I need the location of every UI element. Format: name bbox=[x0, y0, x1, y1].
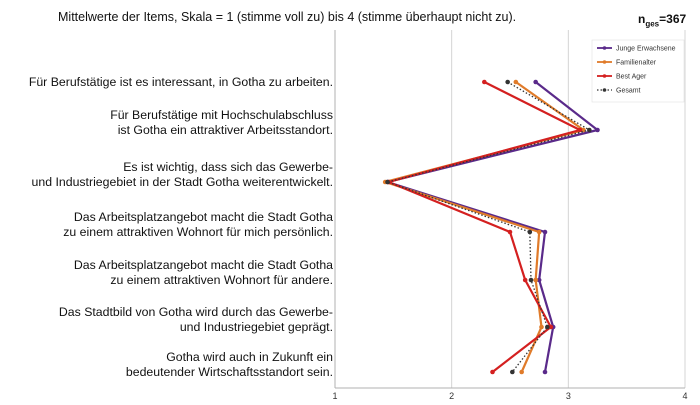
item-label: bedeutender Wirtschaftsstandort sein. bbox=[126, 365, 333, 379]
data-point bbox=[539, 324, 544, 330]
legend-label: Familienalter bbox=[616, 60, 657, 67]
legend-marker bbox=[602, 74, 607, 78]
data-point bbox=[507, 229, 513, 235]
data-point bbox=[490, 369, 495, 375]
item-label: Für Berufstätige ist es interessant, in … bbox=[29, 75, 333, 89]
data-point bbox=[577, 127, 583, 133]
data-point bbox=[536, 229, 542, 235]
data-point bbox=[548, 324, 554, 330]
legend-box bbox=[591, 39, 685, 103]
data-point bbox=[522, 277, 528, 283]
x-tick-label: 4 bbox=[682, 391, 687, 401]
x-tick-label: 1 bbox=[332, 391, 337, 401]
data-point bbox=[385, 179, 390, 185]
data-point bbox=[505, 79, 510, 85]
item-label: zu einem attraktiven Wohnort für mich pe… bbox=[63, 225, 333, 239]
item-label: Für Berufstätige mit Hochschulabschluss bbox=[110, 108, 333, 122]
item-label: Gotha wird auch in Zukunft ein bbox=[166, 350, 333, 364]
data-point bbox=[595, 127, 600, 133]
data-point bbox=[542, 369, 548, 375]
chart-title: Mittelwerte der Items, Skala = 1 (stimme… bbox=[58, 10, 517, 24]
sample-size: nges=367 bbox=[638, 12, 687, 29]
x-tick-label: 3 bbox=[566, 391, 571, 401]
item-label: und Industriegebiet geprägt. bbox=[180, 320, 333, 334]
legend-label: Junge Erwachsene bbox=[616, 46, 676, 53]
data-point bbox=[536, 277, 542, 283]
data-point bbox=[519, 369, 524, 375]
data-point bbox=[545, 324, 550, 330]
x-tick-label: 2 bbox=[449, 391, 454, 401]
item-label: zu einem attraktiven Wohnort für andere. bbox=[110, 273, 333, 287]
item-labels: Für Berufstätige ist es interessant, in … bbox=[29, 75, 333, 379]
data-point bbox=[510, 369, 515, 375]
data-point bbox=[527, 229, 533, 235]
data-point bbox=[587, 127, 592, 133]
item-label: Das Arbeitsplatzangebot macht die Stadt … bbox=[74, 210, 333, 224]
series-line bbox=[386, 81, 599, 373]
series-lines bbox=[382, 79, 600, 375]
item-label: Das Stadtbild von Gotha wird durch das G… bbox=[59, 305, 333, 319]
item-label: Das Arbeitsplatzangebot macht die Stadt … bbox=[74, 258, 333, 272]
item-label: und Industriegebiet in der Stadt Gotha w… bbox=[32, 175, 333, 189]
legend-marker bbox=[602, 88, 607, 92]
data-point bbox=[533, 79, 538, 85]
series-line bbox=[386, 81, 590, 373]
data-point bbox=[542, 229, 548, 235]
legend-marker bbox=[602, 60, 607, 64]
legend-label: Gesamt bbox=[616, 88, 641, 95]
data-point bbox=[513, 79, 519, 85]
item-label: Es ist wichtig, dass sich das Gewerbe- bbox=[123, 160, 333, 174]
legend-label: Best Ager bbox=[616, 74, 647, 81]
x-tick-labels: 1 2 3 4 bbox=[332, 391, 687, 401]
data-point bbox=[528, 277, 534, 283]
item-label: ist Gotha ein attraktiver Arbeitsstandor… bbox=[118, 123, 333, 137]
legend: Junge Erwachsene Familienalter Best Ager Ge… bbox=[591, 39, 685, 103]
data-point bbox=[533, 277, 538, 283]
data-point bbox=[482, 79, 487, 85]
legend-marker bbox=[602, 46, 607, 50]
